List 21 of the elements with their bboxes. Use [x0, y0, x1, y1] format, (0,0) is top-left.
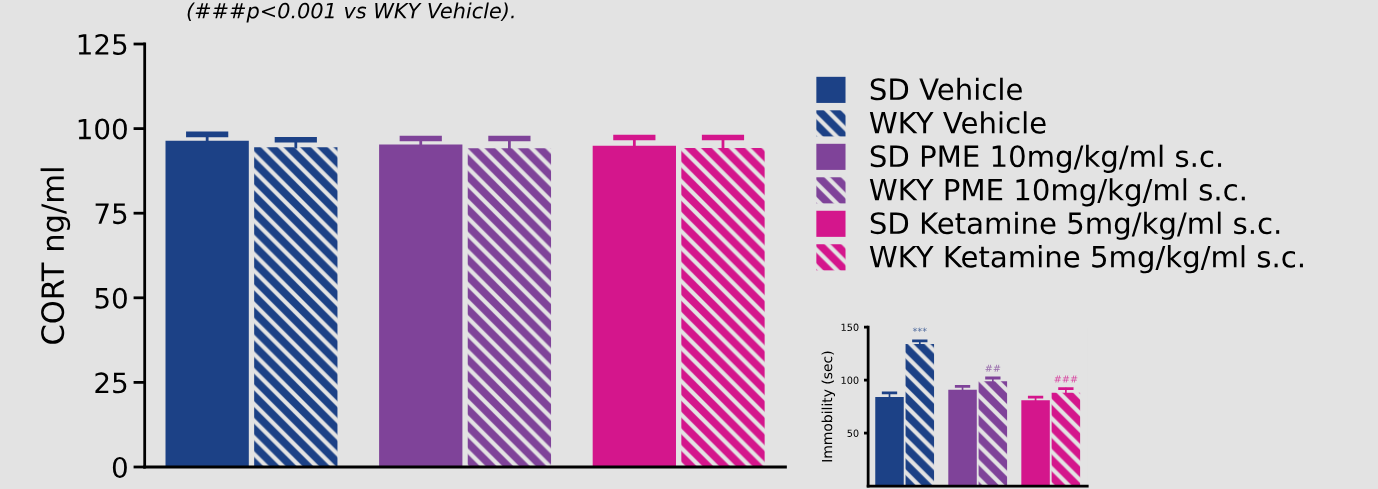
y-axis-title: Immobility (sec) [821, 351, 835, 462]
y-axis-title: CORT ng/ml [40, 168, 71, 344]
y-tick-label: 150 [841, 323, 859, 331]
text: (###p<0.001 vs WKY Vehicle). [187, 2, 514, 23]
y-tick-label: 75 [95, 203, 127, 225]
legend-label: WKY Ketamine 5mg/kg/ml s.c. [869, 245, 1303, 274]
legend-label: WKY PME 10mg/kg/ml s.c. [869, 178, 1245, 207]
y-tick-label: 50 [847, 429, 859, 437]
data-label: ## [985, 364, 1001, 372]
legend-label: SD PME 10mg/kg/ml s.c. [870, 144, 1222, 173]
y-tick-label: 25 [95, 372, 127, 394]
data-label: ### [1054, 375, 1078, 383]
legend-label: WKY Vehicle [869, 111, 1046, 134]
y-tick-label: 125 [78, 33, 127, 55]
y-tick-label: 100 [78, 118, 127, 140]
legend-label: SD Vehicle [870, 77, 1022, 101]
y-tick-label: 50 [95, 287, 127, 309]
y-tick-label: 100 [841, 376, 859, 384]
y-tick-label: 0 [112, 456, 127, 478]
data-label: *** [912, 327, 927, 332]
legend-label: SD Ketamine 5mg/kg/ml s.c. [870, 211, 1280, 240]
